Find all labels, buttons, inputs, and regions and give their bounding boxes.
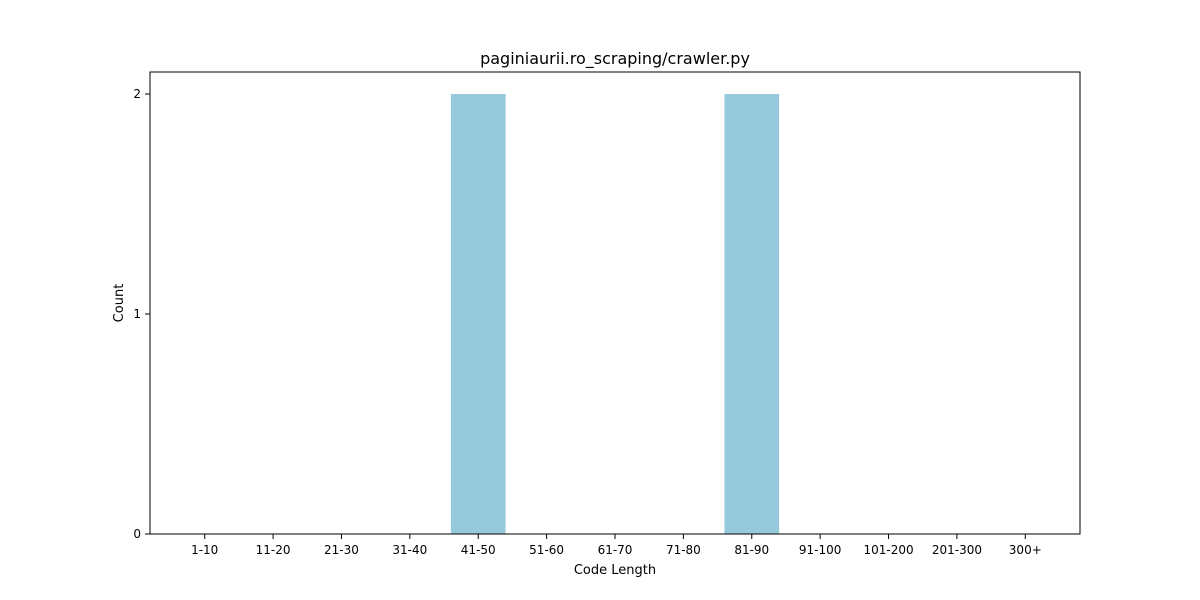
x-tick-label: 201-300: [932, 543, 982, 557]
bars-layer: [450, 94, 780, 534]
y-tick-label: 1: [133, 307, 141, 321]
chart-title: paginiaurii.ro_scraping/crawler.py: [480, 49, 750, 69]
bar-41-50: [450, 94, 506, 534]
x-tick-label: 101-200: [863, 543, 913, 557]
x-tick-label: 300+: [1009, 543, 1042, 557]
x-tick-label: 91-100: [799, 543, 842, 557]
x-tick-label: 81-90: [734, 543, 769, 557]
y-tick-label: 0: [133, 527, 141, 541]
x-axis: 1-10 11-20 21-30 31-40 41-50 51-60 61-70 71-80 8…: [191, 534, 1042, 557]
x-tick-label: 51-60: [529, 543, 564, 557]
x-tick-label: 11-20: [256, 543, 291, 557]
plot-frame: [149, 71, 1081, 535]
x-tick-label: 61-70: [598, 543, 633, 557]
x-tick-label: 31-40: [392, 543, 427, 557]
x-tick-label: 41-50: [461, 543, 496, 557]
x-axis-label: Code Length: [574, 563, 656, 578]
y-tick-label: 2: [133, 87, 141, 101]
y-axis: 0 1 2: [133, 87, 150, 541]
bar-81-90: [724, 94, 780, 534]
x-tick-label: 21-30: [324, 543, 359, 557]
x-tick-label: 1-10: [191, 543, 218, 557]
y-axis-label: Count: [112, 284, 127, 323]
x-tick-label: 71-80: [666, 543, 701, 557]
